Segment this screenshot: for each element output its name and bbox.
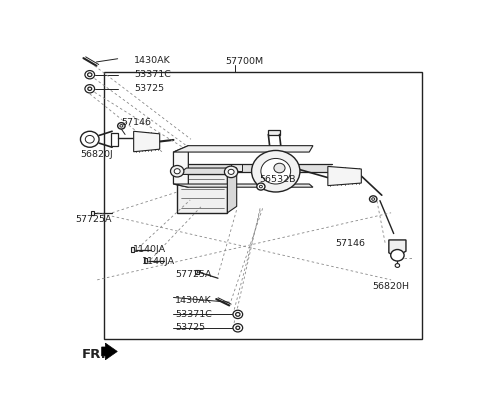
Bar — [131, 247, 134, 252]
Polygon shape — [228, 168, 237, 213]
Polygon shape — [389, 240, 406, 257]
Text: 56820H: 56820H — [372, 282, 409, 291]
Circle shape — [233, 310, 243, 319]
Bar — [195, 270, 199, 274]
Polygon shape — [173, 146, 313, 152]
Bar — [177, 174, 228, 213]
Bar — [268, 130, 280, 135]
Bar — [144, 259, 147, 263]
Circle shape — [252, 151, 300, 192]
Text: 57725A: 57725A — [175, 270, 212, 278]
Polygon shape — [133, 131, 160, 152]
Circle shape — [120, 124, 123, 127]
Circle shape — [85, 71, 95, 79]
Circle shape — [228, 169, 234, 174]
Circle shape — [87, 73, 92, 77]
Circle shape — [261, 159, 290, 184]
Text: 1430AK: 1430AK — [175, 296, 212, 305]
Circle shape — [236, 326, 240, 330]
Text: 57146: 57146 — [121, 118, 151, 127]
Text: 53725: 53725 — [175, 323, 205, 332]
Circle shape — [170, 166, 184, 177]
Text: 57700M: 57700M — [226, 57, 264, 66]
Circle shape — [233, 324, 243, 332]
Polygon shape — [173, 184, 313, 187]
Circle shape — [274, 163, 285, 173]
Circle shape — [391, 249, 404, 261]
Circle shape — [81, 131, 99, 147]
Text: 57146: 57146 — [335, 239, 365, 248]
Text: FR.: FR. — [82, 347, 107, 361]
Text: 1140JA: 1140JA — [142, 257, 175, 266]
Polygon shape — [328, 166, 361, 186]
Polygon shape — [102, 343, 117, 360]
Circle shape — [372, 198, 375, 200]
Text: 56820J: 56820J — [81, 150, 113, 159]
Bar — [173, 164, 332, 172]
Circle shape — [257, 183, 265, 190]
Bar — [104, 72, 422, 339]
Circle shape — [118, 123, 125, 129]
Text: 53725: 53725 — [134, 84, 165, 93]
Circle shape — [259, 185, 263, 188]
Circle shape — [88, 87, 92, 90]
Circle shape — [85, 135, 94, 143]
Circle shape — [174, 168, 180, 174]
Polygon shape — [173, 146, 188, 187]
Bar — [231, 164, 242, 171]
Text: 57725A: 57725A — [75, 215, 111, 224]
Text: 1140JA: 1140JA — [132, 245, 166, 254]
Bar — [111, 133, 118, 146]
Text: 53371C: 53371C — [175, 310, 212, 319]
Circle shape — [236, 312, 240, 316]
Text: 56532B: 56532B — [259, 175, 296, 184]
Text: 53371C: 53371C — [134, 70, 171, 79]
Circle shape — [395, 264, 400, 267]
Circle shape — [85, 85, 95, 93]
Text: 1430AK: 1430AK — [134, 56, 171, 66]
Polygon shape — [177, 168, 237, 174]
Circle shape — [370, 196, 377, 202]
Circle shape — [225, 166, 238, 178]
Bar — [91, 210, 94, 215]
